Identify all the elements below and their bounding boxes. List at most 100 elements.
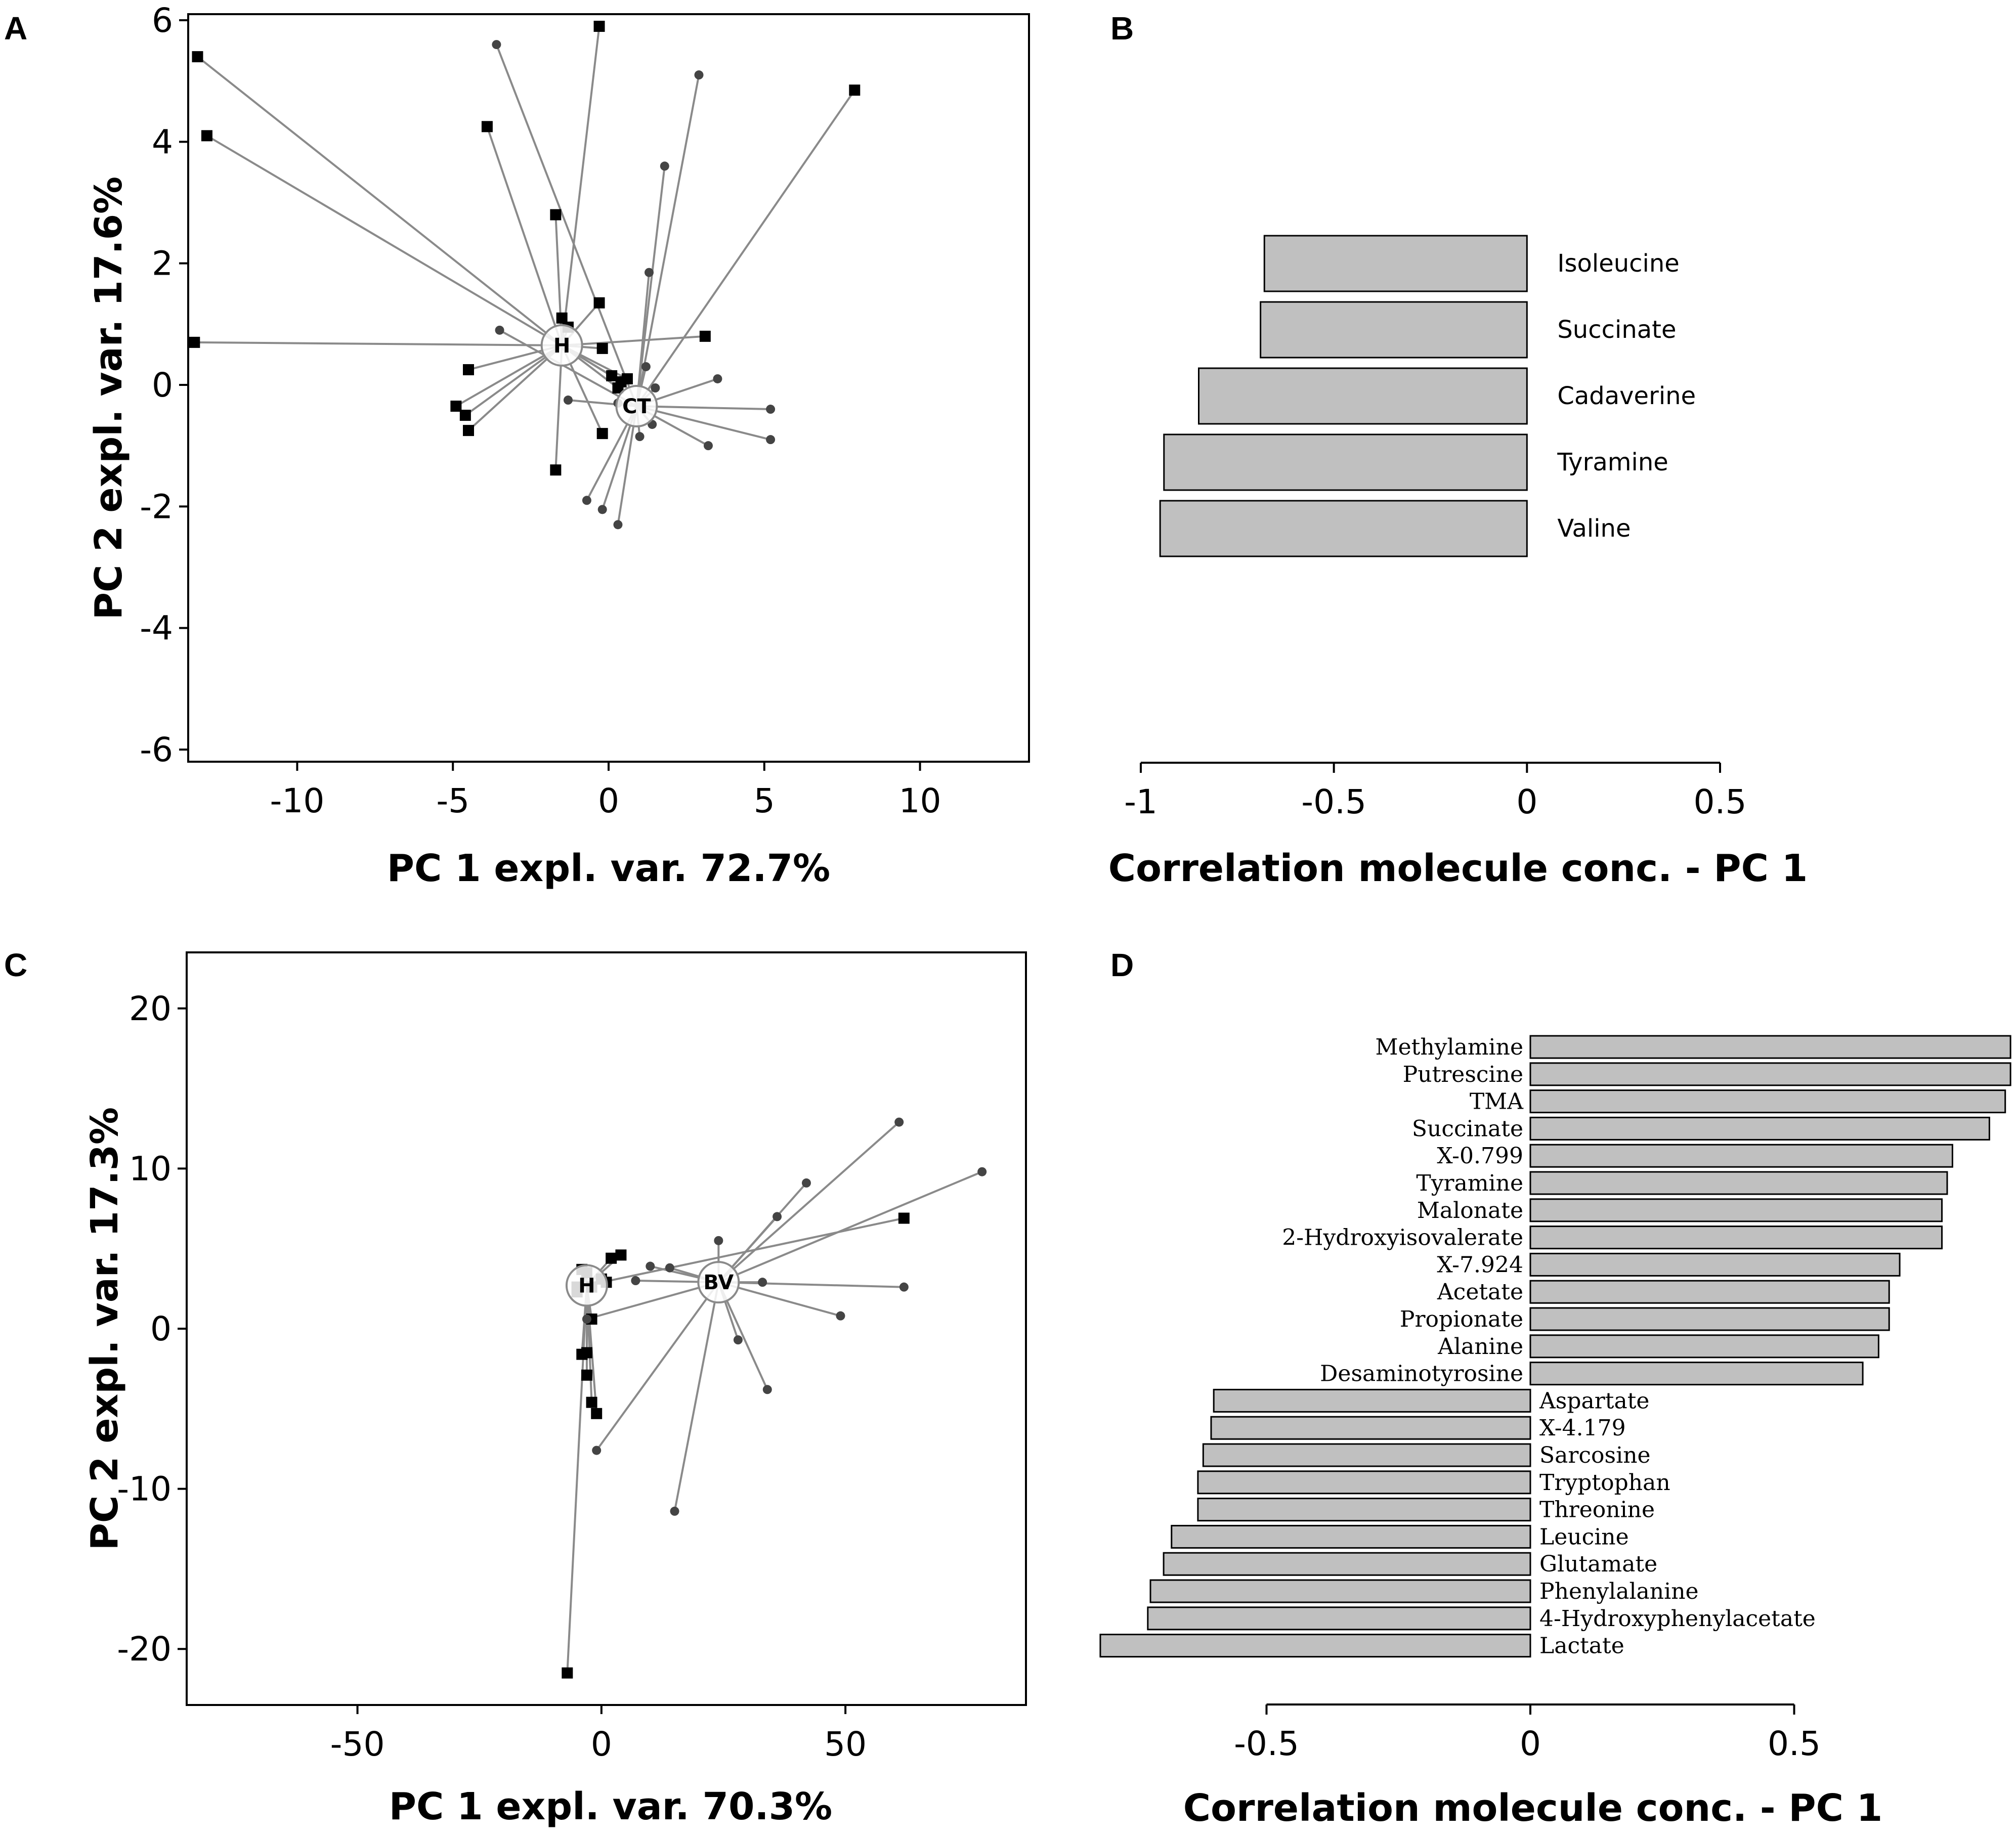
panel-d-x-axis: -0.5 0 0.5 xyxy=(1234,1703,1821,1763)
panel-b-x-tick-label: 0 xyxy=(1516,782,1537,821)
panel-c-point-circle xyxy=(670,1506,679,1516)
panel-c-centroid-h xyxy=(565,1264,608,1307)
panel-c-point-circle xyxy=(733,1335,743,1345)
panel-a-centroids: H CT xyxy=(540,324,658,428)
panel-a-y-tick-label: 6 xyxy=(152,1,173,40)
panel-a-connector-line xyxy=(636,405,771,411)
panel-d-bar xyxy=(1163,1552,1531,1576)
panel-c-y-tick-label: -20 xyxy=(117,1630,171,1669)
panel-label-a: A xyxy=(4,10,27,47)
panel-d-x-tick-label: -0.5 xyxy=(1234,1724,1299,1763)
panel-c-x-axis-title: PC 1 expl. var. 70.3% xyxy=(389,1785,832,1828)
panel-d-bar xyxy=(1171,1524,1531,1549)
panel-a-point-circle xyxy=(613,520,623,530)
panel-b-bar xyxy=(1163,433,1528,491)
panel-c-point-square xyxy=(606,1252,617,1264)
panel-a-y-axis-title: PC 2 expl. var. 17.6% xyxy=(87,177,131,620)
panel-b-bar-label: Cadaverine xyxy=(1557,382,1696,410)
panel-c-connector-line xyxy=(718,1170,982,1284)
panel-d-bar-label: Methylamine xyxy=(1376,1034,1523,1060)
panel-c-connector-line xyxy=(718,1121,900,1283)
panel-d-bar-label: X-7.924 xyxy=(1437,1252,1523,1278)
panel-d-bar-label: Glutamate xyxy=(1539,1551,1657,1577)
panel-a-point-circle xyxy=(641,362,651,371)
panel-a-point-square xyxy=(481,121,493,133)
panel-b-x-axis-title: Correlation molecule conc. - PC 1 xyxy=(1108,847,1808,890)
panel-a-point-circle xyxy=(597,505,607,514)
panel-b-bar xyxy=(1260,301,1528,359)
panel-d-bar-label: Phenylalanine xyxy=(1539,1579,1699,1604)
panel-c-centroids: H BV xyxy=(565,1261,740,1307)
panel-a-point-square xyxy=(593,297,605,309)
panel-a-points xyxy=(189,21,861,530)
panel-c-ticks: -50 0 50 -20 -10 0 10 20 xyxy=(117,989,867,1764)
panel-a-scatter: -10 -5 0 5 10 -6 -4 -2 0 2 4 6 H CT PC 1 expl. var. … xyxy=(87,1,1030,890)
panel-d-bar xyxy=(1197,1498,1531,1522)
panel-a-point-square xyxy=(606,370,618,381)
panel-b-bar xyxy=(1198,367,1528,425)
panel-a-y-tick-label: 2 xyxy=(152,244,173,283)
panel-a-y-tick-label: 0 xyxy=(152,366,173,405)
panel-a-connector-line xyxy=(635,74,700,407)
panel-a-connector-line xyxy=(197,56,563,346)
panel-a-x-tick-label: 0 xyxy=(598,781,619,820)
panel-c-point-square xyxy=(562,1667,573,1679)
panel-label-c: C xyxy=(4,947,27,983)
panel-d-bar-label: X-0.799 xyxy=(1437,1143,1523,1169)
panel-a-point-square xyxy=(550,209,562,221)
panel-c-point-circle xyxy=(665,1263,674,1273)
panel-a-point-square xyxy=(849,84,861,96)
panel-d-x-tick-label: 0 xyxy=(1520,1724,1541,1763)
panel-c-y-tick-label: 0 xyxy=(150,1309,171,1348)
panel-b-bars: Isoleucine Succinate Cadaverine Tyramine Val… xyxy=(1159,235,1696,557)
panel-c-point-square xyxy=(591,1408,603,1419)
panel-a-point-square xyxy=(450,401,462,412)
panel-a-point-circle xyxy=(766,405,776,414)
panel-a-point-circle xyxy=(766,435,776,445)
panel-a-y-tick-label: -2 xyxy=(140,487,173,526)
panel-a-connector-line xyxy=(495,44,638,407)
panel-d-bar xyxy=(1529,1226,1943,1250)
panel-c-point-square xyxy=(581,1369,592,1381)
panel-d-bar xyxy=(1529,1171,1948,1195)
panel-d-bar-label: Tyramine xyxy=(1416,1170,1523,1196)
panel-c-points xyxy=(562,1117,987,1679)
panel-c-point-circle xyxy=(773,1212,782,1221)
panel-a-point-circle xyxy=(582,496,591,505)
panel-c-plot-frame xyxy=(186,951,1027,1706)
panel-b-x-tick-label: 0.5 xyxy=(1694,782,1747,821)
panel-d-bar-label: Desaminotyrosine xyxy=(1320,1361,1523,1387)
panel-d-bar xyxy=(1529,1280,1890,1304)
panel-d-bar xyxy=(1529,1198,1943,1222)
panel-d-bar-label: Alanine xyxy=(1437,1334,1523,1360)
panel-b-x-axis: -1 -0.5 0 0.5 xyxy=(1124,762,1747,821)
panel-c-connector-line xyxy=(673,1282,720,1512)
panel-a-connector-line xyxy=(635,90,855,407)
panel-a-point-circle xyxy=(563,396,573,405)
panel-c-centroid-label-bv: BV xyxy=(703,1271,734,1294)
panel-a-centroid-ct xyxy=(615,385,658,428)
panel-a-connector-line xyxy=(635,272,651,407)
panel-a-point-square xyxy=(550,464,562,476)
panel-c-connector-line xyxy=(586,1281,719,1320)
panel-b-bar-label: Tyramine xyxy=(1557,448,1668,476)
panel-c-connector-lines xyxy=(566,1121,982,1673)
panel-label-d: D xyxy=(1110,947,1134,983)
panel-a-centroid-label-ct: CT xyxy=(622,395,651,418)
panel-a-x-tick-label: -10 xyxy=(270,781,325,820)
panel-a-ticks: -10 -5 0 5 10 -6 -4 -2 0 2 4 6 xyxy=(140,1,941,820)
panel-c-x-tick-label: 0 xyxy=(591,1725,612,1764)
panel-c-scatter: -50 0 50 -20 -10 0 10 20 H BV PC 1 expl. var. 70… xyxy=(83,951,1027,1828)
panel-label-b: B xyxy=(1110,10,1134,47)
panel-d-bar xyxy=(1529,1144,1953,1168)
panel-c-y-tick-label: 10 xyxy=(129,1149,171,1188)
panel-a-point-square xyxy=(699,330,711,342)
panel-b-x-tick-label: -1 xyxy=(1124,782,1157,821)
panel-a-point-square xyxy=(463,425,474,436)
panel-a-point-square xyxy=(463,364,474,375)
panel-c-y-axis-title: PC 2 expl. var. 17.3% xyxy=(83,1107,126,1550)
panel-d-bar-label: Malonate xyxy=(1417,1198,1523,1223)
panel-a-connector-line xyxy=(194,341,562,346)
panel-d-bar xyxy=(1197,1470,1531,1495)
